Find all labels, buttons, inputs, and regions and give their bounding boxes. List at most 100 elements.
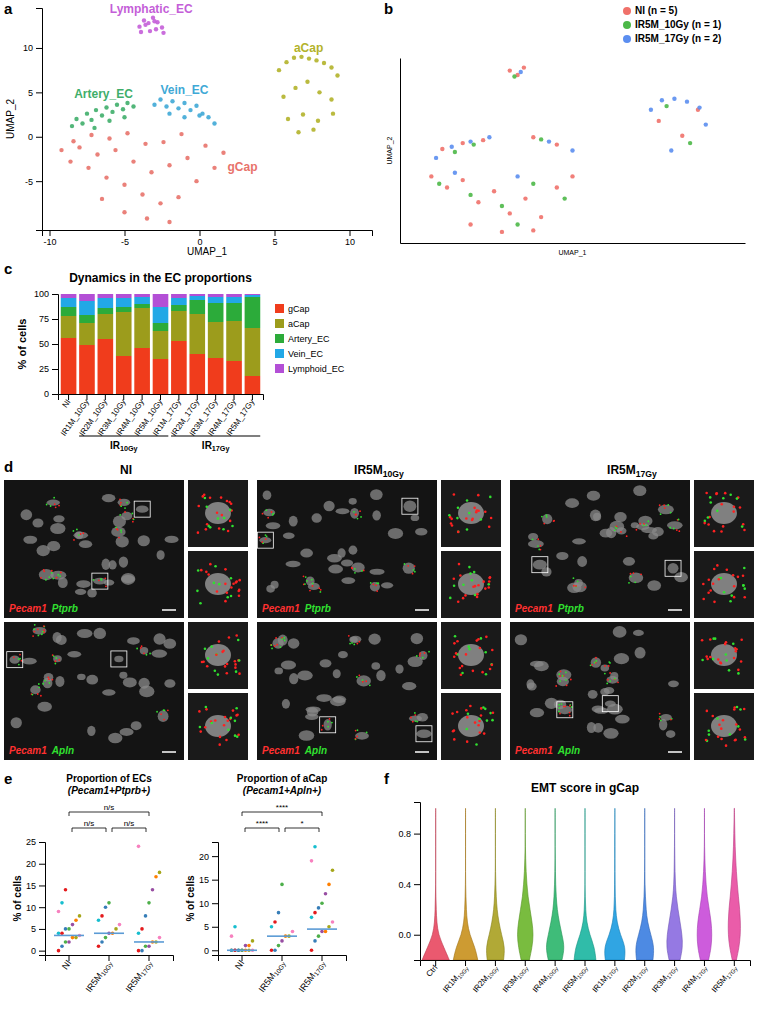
transcript-dot	[489, 668, 492, 671]
transcript-dot	[462, 597, 465, 600]
point	[531, 135, 535, 139]
inset-background	[441, 480, 501, 547]
nucleus	[350, 508, 359, 519]
point	[74, 936, 78, 940]
nucleus	[601, 664, 610, 671]
transcript-dot	[230, 717, 233, 720]
tick-mark	[197, 394, 198, 400]
y-axis-title: UMAP_2	[386, 136, 394, 164]
transcript-dot	[553, 520, 555, 522]
point	[329, 97, 333, 101]
tick-mark	[234, 394, 235, 400]
nucleus	[73, 532, 88, 539]
tick-label: -5	[121, 237, 129, 247]
umap-chart: UMAP_1UMAP_2NI (n = 5)IR5M_10Gy (n = 1)I…	[386, 5, 746, 257]
tick-mark	[465, 960, 466, 966]
point	[206, 115, 210, 119]
bar-segment	[79, 323, 95, 345]
bar-segment	[134, 304, 150, 308]
tick-label: 0	[31, 946, 36, 956]
transcript-dot	[558, 707, 560, 709]
tick-label: 50	[39, 339, 49, 349]
transcript-dot	[48, 678, 50, 680]
nucleus	[411, 515, 420, 521]
transcript-dot	[480, 518, 483, 521]
transcript-dot	[355, 514, 357, 516]
transcript-dot	[82, 532, 84, 534]
transcript-dot	[639, 523, 641, 525]
tick-mark	[39, 864, 45, 865]
point	[89, 133, 93, 137]
tick: IR2M10Gy	[471, 960, 500, 995]
bar-segment	[226, 321, 242, 361]
median-line	[307, 928, 337, 930]
bar-segment	[79, 345, 95, 394]
transcript-dot	[732, 510, 735, 513]
transcript-dot	[273, 513, 275, 515]
transcript-dot	[226, 596, 229, 599]
transcript-dot	[482, 580, 485, 583]
transcript-dot	[720, 503, 723, 506]
nucleus	[23, 536, 37, 544]
transcript-dot	[737, 725, 740, 728]
transcript-dot	[93, 579, 95, 581]
transcript-dot	[705, 492, 708, 495]
point	[64, 940, 68, 944]
nucleus	[381, 582, 393, 588]
transcript-dot	[702, 598, 705, 601]
point	[697, 105, 701, 109]
nucleus	[530, 708, 544, 717]
point	[310, 859, 314, 863]
bar-segment	[134, 297, 150, 304]
bar-segment	[153, 307, 169, 323]
transcript-dot	[204, 648, 207, 651]
x-axis: CtrlIR1M10GyIR2M10GyIR3M10GyIR4M10GyIR5M…	[421, 960, 751, 995]
transcript-dot	[709, 501, 712, 504]
transcript-dot	[348, 635, 350, 637]
transcript-dot	[101, 579, 103, 581]
transcript-dot	[720, 738, 723, 741]
transcript-dot	[309, 590, 311, 592]
bar-segment	[189, 294, 205, 296]
nucleus	[333, 669, 341, 678]
transcript-dot	[669, 527, 671, 529]
transcript-dot	[234, 663, 237, 666]
x-axis	[401, 243, 746, 244]
transcript-dot	[118, 537, 120, 539]
tick: IR5M10Gy	[257, 955, 288, 995]
marker-label: Apln	[51, 745, 74, 756]
tick: IR5M17Gy	[124, 955, 155, 995]
transcript-dot	[235, 634, 238, 637]
tick-mark	[123, 394, 124, 400]
transcript-dot	[416, 655, 418, 657]
tick-mark	[350, 230, 351, 236]
transcript-dot	[733, 596, 736, 599]
tick-mark	[39, 929, 45, 930]
transcript-dot	[707, 523, 710, 526]
transcript-dot	[659, 504, 661, 506]
tick-label: 0.4	[398, 880, 411, 890]
tick: 0.0	[398, 930, 420, 940]
transcript-dot	[590, 664, 592, 666]
transcript-dot	[707, 516, 710, 519]
panel-label: c	[4, 260, 12, 277]
nucleus	[666, 730, 676, 738]
nucleus	[534, 661, 549, 671]
tick-label: IR5M17Gy	[710, 963, 739, 995]
transcript-dot	[217, 673, 220, 676]
nucleus	[528, 540, 544, 548]
nucleus	[338, 651, 348, 658]
tick: -5	[25, 177, 42, 187]
transcript-dot	[729, 733, 732, 736]
transcript-dot	[238, 589, 241, 592]
transcript-dot	[232, 582, 235, 585]
transcript-dot	[372, 583, 374, 585]
label-subscript: 17Gy	[665, 966, 679, 980]
tick-label: 10	[345, 237, 355, 247]
transcript-dot	[117, 529, 119, 531]
transcript-dot	[19, 654, 21, 656]
transcript-dot	[458, 563, 461, 566]
bar-segment	[98, 339, 114, 394]
transcript-dot	[734, 738, 737, 741]
legend: gCapaCapArtery_ECVein_ECLymphoid_EC	[275, 304, 345, 374]
